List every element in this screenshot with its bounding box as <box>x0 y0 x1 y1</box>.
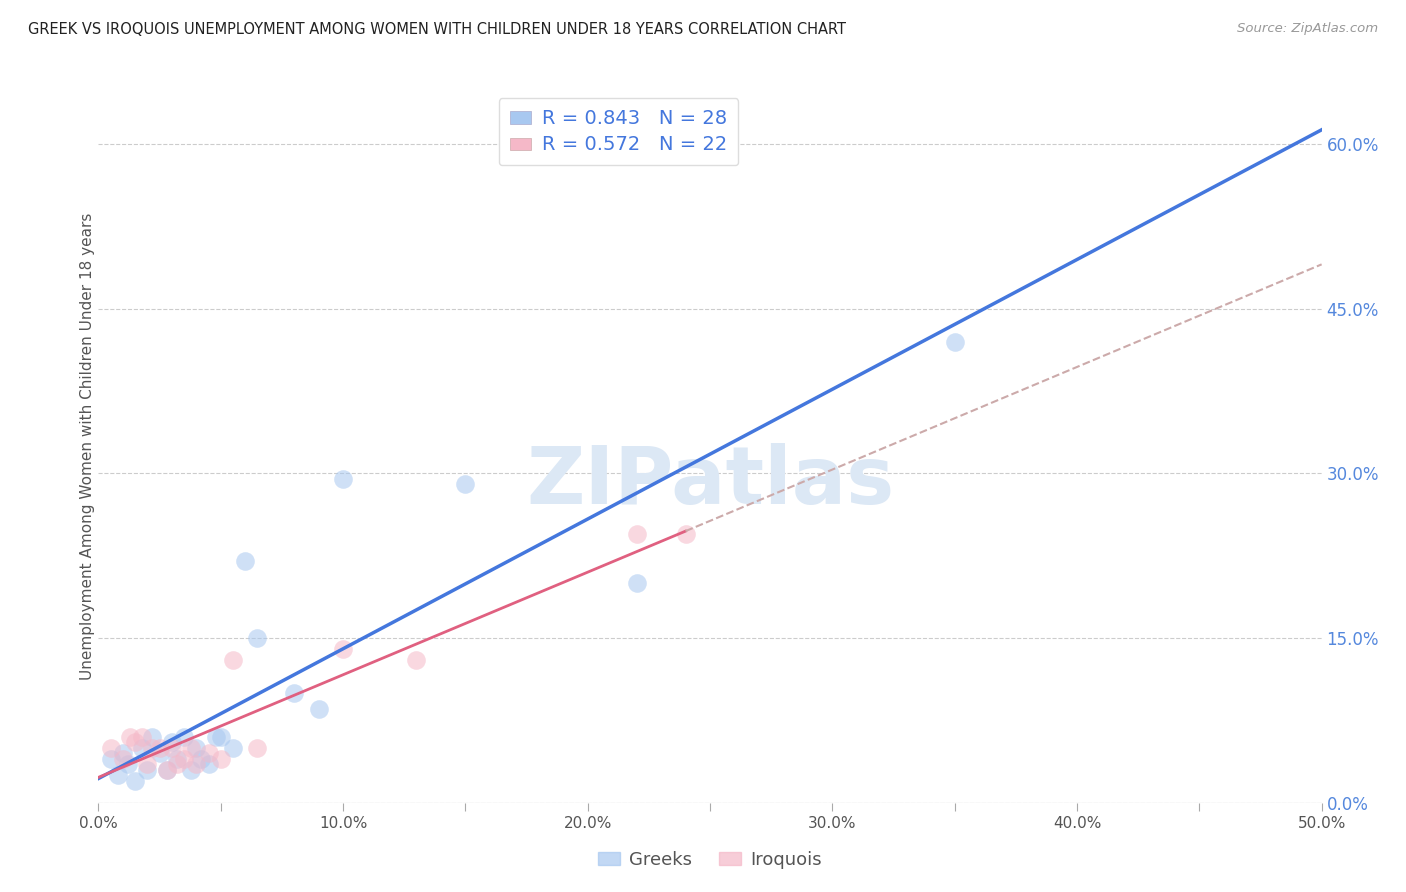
Point <box>197 757 219 772</box>
Point <box>166 752 188 766</box>
Point <box>246 631 269 645</box>
Point <box>160 740 183 755</box>
Point <box>149 747 172 761</box>
Point <box>454 477 477 491</box>
Point <box>100 752 122 766</box>
Point <box>943 334 966 349</box>
Point <box>136 757 159 772</box>
Point <box>180 763 202 777</box>
Point <box>626 526 648 541</box>
Point <box>124 735 146 749</box>
Point <box>111 752 134 766</box>
Point <box>186 740 208 755</box>
Point <box>173 752 195 766</box>
Point <box>283 686 305 700</box>
Text: Source: ZipAtlas.com: Source: ZipAtlas.com <box>1237 22 1378 36</box>
Point <box>156 763 179 777</box>
Point <box>246 740 269 755</box>
Point <box>120 730 142 744</box>
Text: GREEK VS IROQUOIS UNEMPLOYMENT AMONG WOMEN WITH CHILDREN UNDER 18 YEARS CORRELAT: GREEK VS IROQUOIS UNEMPLOYMENT AMONG WOM… <box>28 22 846 37</box>
Point <box>209 752 232 766</box>
Point <box>405 653 427 667</box>
Point <box>675 526 697 541</box>
Point <box>197 747 219 761</box>
Point <box>141 740 163 755</box>
Point <box>111 747 134 761</box>
Point <box>107 768 129 782</box>
Point <box>136 763 159 777</box>
Point <box>156 763 179 777</box>
Point <box>131 730 153 744</box>
Point <box>233 554 256 568</box>
Point <box>141 730 163 744</box>
Y-axis label: Unemployment Among Women with Children Under 18 years: Unemployment Among Women with Children U… <box>80 212 94 680</box>
Point <box>222 740 245 755</box>
Legend: Greeks, Iroquois: Greeks, Iroquois <box>592 844 828 876</box>
Point <box>332 472 354 486</box>
Point <box>205 730 228 744</box>
Point <box>100 740 122 755</box>
Text: ZIPatlas: ZIPatlas <box>526 442 894 521</box>
Point <box>149 740 172 755</box>
Point <box>308 702 330 716</box>
Point <box>131 740 153 755</box>
Point <box>626 576 648 591</box>
Point <box>186 757 208 772</box>
Point <box>222 653 245 667</box>
Point <box>173 730 195 744</box>
Point <box>190 752 212 766</box>
Point <box>124 773 146 788</box>
Point <box>332 642 354 657</box>
Point <box>166 757 188 772</box>
Point <box>160 735 183 749</box>
Point <box>117 757 139 772</box>
Point <box>209 730 232 744</box>
Point <box>180 740 202 755</box>
